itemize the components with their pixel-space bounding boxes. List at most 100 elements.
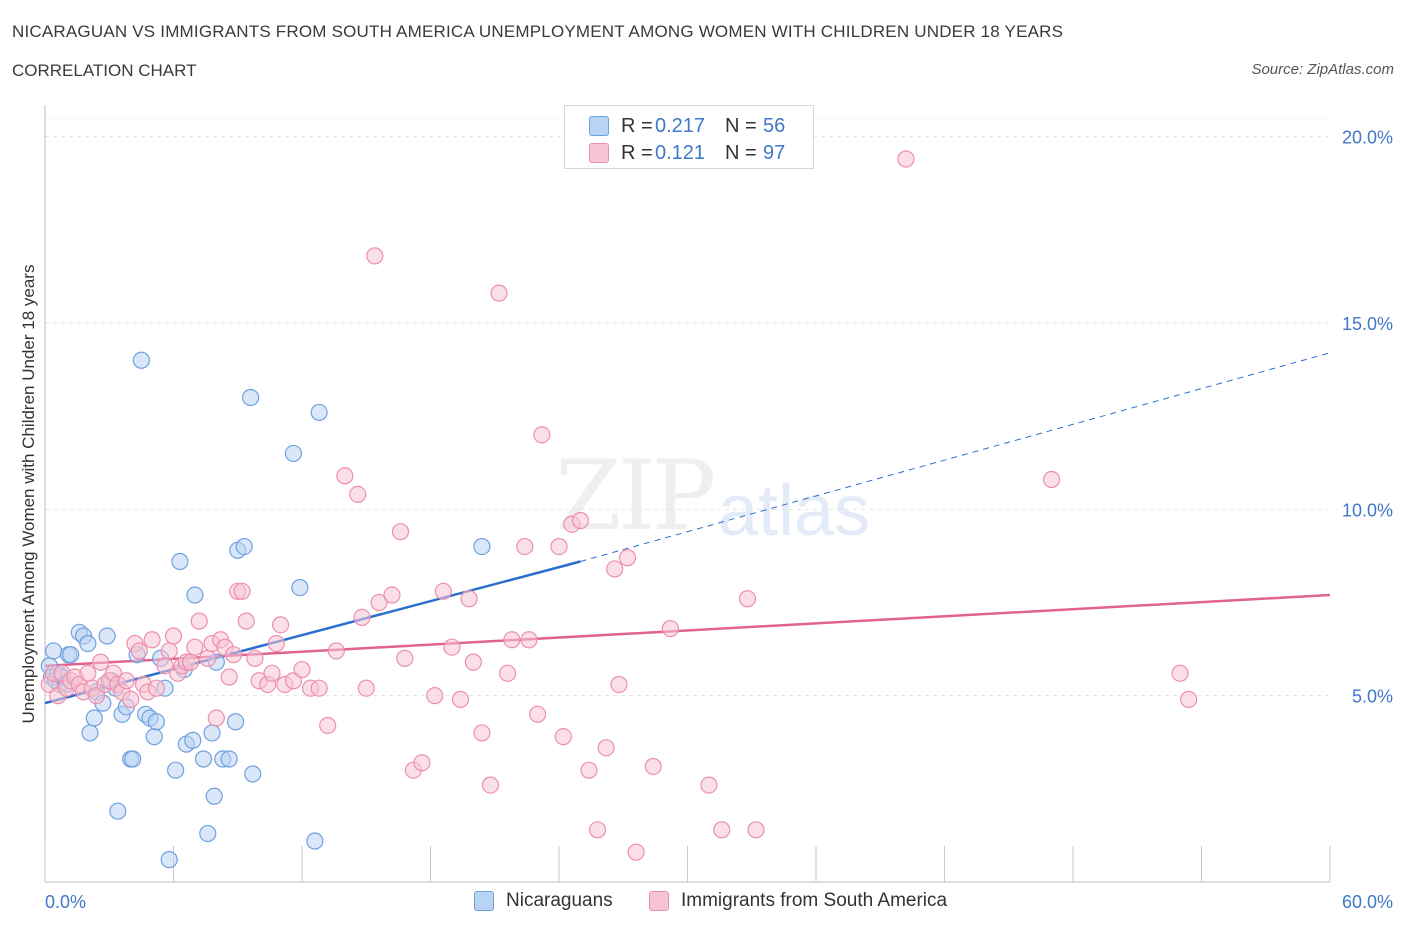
- south-america-point: [130, 642, 148, 660]
- tick-labels: 5.0% 10.0% 15.0% 20.0% 0.0% 60.0%: [45, 128, 1393, 912]
- nicaraguan-point: [81, 724, 99, 742]
- south-america-point: [190, 612, 208, 630]
- nicaraguan-point: [205, 787, 223, 805]
- legend-n-label: N =: [725, 141, 757, 164]
- legend-label-nicaraguans: Nicaraguans: [506, 890, 613, 911]
- south-america-point: [233, 582, 251, 600]
- south-america-point: [224, 646, 243, 664]
- south-america-point: [353, 608, 371, 626]
- south-america-point: [451, 690, 470, 708]
- y-tick-label: 15.0%: [1342, 314, 1393, 334]
- south-america-point: [618, 549, 637, 567]
- data-points: [40, 150, 1198, 869]
- south-america-point: [897, 150, 915, 168]
- south-america-point: [310, 679, 328, 697]
- south-america-point: [271, 616, 290, 634]
- chart-subtitle: CORRELATION CHART: [12, 61, 197, 80]
- x-tick-label: 60.0%: [1342, 892, 1393, 912]
- nicaraguan-point: [124, 750, 142, 768]
- south-america-point: [147, 679, 165, 697]
- nicaraguan-point: [62, 646, 80, 664]
- legend-row-nicaraguans: R = 0.217 N = 56: [589, 114, 833, 138]
- legend-row-south-america: R = 0.121 N = 97: [589, 141, 833, 165]
- south-america-point: [263, 664, 281, 682]
- south-america-point: [357, 679, 375, 697]
- legend-item-nicaraguans[interactable]: Nicaraguans: [474, 890, 613, 912]
- south-america-point: [528, 705, 547, 723]
- south-america-point: [122, 690, 140, 708]
- source-note: Source: ZipAtlas.com: [1251, 61, 1394, 78]
- legend-r-label: R =: [621, 141, 653, 164]
- nicaraguan-point: [44, 642, 63, 660]
- nicaraguan-point: [227, 713, 245, 731]
- south-america-point: [237, 612, 255, 630]
- nicaraguan-point: [160, 851, 178, 869]
- south-america-point: [349, 485, 367, 504]
- south-america-point: [588, 821, 607, 839]
- watermark-zip: ZIP: [555, 440, 716, 552]
- south-america-point: [391, 523, 410, 541]
- south-america-point: [460, 590, 478, 608]
- south-america-point: [1042, 470, 1061, 489]
- south-america-point: [1171, 664, 1189, 682]
- legend-swatch-blue: [589, 116, 609, 136]
- legend-swatch-pink: [649, 891, 669, 911]
- south-america-point: [747, 821, 765, 839]
- south-america-point: [143, 631, 161, 649]
- series-legend: Nicaraguans Immigrants from South Americ…: [0, 890, 1406, 914]
- nicaraguan-point: [199, 824, 217, 843]
- nicaraguan-point: [98, 627, 116, 645]
- south-america-point: [319, 716, 337, 735]
- south-america-point: [700, 776, 718, 794]
- south-america-point: [207, 709, 225, 727]
- legend-label-south-america: Immigrants from South America: [681, 890, 948, 911]
- south-america-point: [490, 284, 508, 302]
- south-america-point: [520, 631, 538, 649]
- nicaraguan-point: [85, 709, 103, 727]
- nicaraguan-point: [310, 403, 328, 422]
- south-america-point: [644, 757, 662, 776]
- nicaraguan-point: [203, 724, 221, 742]
- nicaraguan-point: [244, 765, 262, 783]
- nicaraguan-point: [132, 351, 150, 369]
- nicaraguan-point: [109, 802, 127, 820]
- nicaraguan-point: [220, 750, 238, 768]
- nicaraguan-point: [167, 761, 185, 779]
- correlation-legend: R = 0.217 N = 56 R = 0.121 N = 97: [564, 105, 814, 169]
- south-america-point: [580, 761, 598, 779]
- south-america-point: [199, 649, 217, 667]
- south-america-point: [499, 664, 517, 682]
- south-america-point: [164, 627, 183, 645]
- south-america-point: [434, 582, 452, 600]
- south-america-point: [186, 638, 204, 656]
- y-axis-title: Unemployment Among Women with Children U…: [19, 265, 38, 724]
- south-america-point: [550, 537, 568, 556]
- south-america-point: [370, 593, 388, 612]
- south-america-point: [413, 754, 431, 772]
- south-america-point: [606, 560, 624, 578]
- nicaraguan-point: [235, 537, 253, 556]
- south-america-point: [516, 537, 534, 556]
- legend-n-value: 56: [763, 114, 786, 137]
- nicaraguan-point: [79, 634, 97, 653]
- south-america-point: [713, 821, 731, 839]
- nicaraguan-point: [184, 731, 202, 749]
- nicaraguan-point: [171, 552, 189, 571]
- south-america-point: [571, 511, 590, 530]
- south-america-point: [92, 653, 110, 671]
- legend-n-value: 97: [763, 141, 786, 164]
- south-america-point: [473, 724, 491, 742]
- south-america-point: [182, 653, 200, 671]
- nicaraguan-point: [147, 713, 165, 731]
- south-america-point: [738, 590, 757, 608]
- legend-r-label: R =: [621, 114, 653, 137]
- south-america-point: [627, 843, 645, 861]
- nicaraguan-point: [306, 832, 324, 850]
- nicaraguan-point: [194, 750, 213, 768]
- south-america-point: [220, 668, 238, 686]
- south-america-point: [366, 247, 384, 265]
- legend-item-south-america[interactable]: Immigrants from South America: [649, 890, 947, 912]
- axes: [44, 105, 1331, 883]
- nicaraguan-point: [473, 537, 491, 556]
- nicaraguan-point: [291, 578, 309, 597]
